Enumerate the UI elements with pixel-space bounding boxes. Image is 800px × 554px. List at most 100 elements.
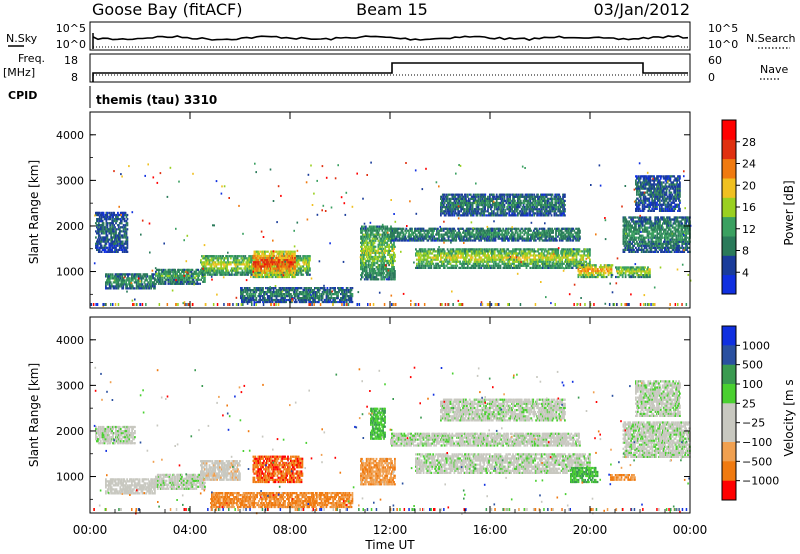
range-cell bbox=[479, 237, 481, 240]
range-cell bbox=[470, 231, 473, 234]
range-cell bbox=[283, 297, 286, 300]
range-cell bbox=[422, 256, 425, 259]
range-cell bbox=[300, 287, 303, 290]
range-cell bbox=[495, 258, 498, 261]
range-cell bbox=[292, 271, 295, 274]
range-cell bbox=[471, 231, 474, 234]
range-cell bbox=[291, 252, 293, 255]
range-cell bbox=[114, 234, 116, 237]
range-cell bbox=[558, 237, 561, 240]
range-cell bbox=[372, 264, 375, 267]
range-cell bbox=[227, 255, 229, 258]
range-cell bbox=[394, 274, 396, 277]
range-cell bbox=[114, 248, 116, 251]
range-cell bbox=[377, 264, 380, 267]
range-cell bbox=[388, 237, 390, 240]
range-cell bbox=[184, 274, 187, 277]
range-cell bbox=[345, 298, 348, 302]
range-cell bbox=[479, 227, 481, 230]
nsearch-label: N.Search bbox=[746, 32, 796, 45]
range-cell bbox=[387, 245, 389, 248]
range-cell bbox=[479, 235, 481, 238]
range-cell bbox=[293, 291, 296, 294]
range-cell bbox=[427, 233, 430, 236]
range-cell bbox=[377, 239, 380, 242]
range-cell bbox=[418, 260, 421, 263]
range-cell bbox=[393, 231, 396, 234]
range-cell bbox=[443, 254, 446, 257]
range-cell bbox=[330, 295, 333, 298]
range-cell bbox=[211, 273, 214, 276]
range-cell bbox=[118, 236, 121, 239]
range-cell bbox=[424, 235, 427, 238]
range-cell bbox=[112, 222, 114, 225]
range-cell bbox=[201, 269, 204, 272]
range-cell bbox=[210, 269, 213, 272]
range-cell bbox=[376, 251, 379, 254]
range-cell bbox=[462, 227, 464, 230]
range-cell bbox=[274, 269, 277, 272]
range-cell bbox=[268, 297, 271, 300]
range-cell bbox=[448, 231, 451, 234]
range-cell bbox=[471, 239, 474, 242]
range-cell bbox=[116, 273, 119, 276]
range-cell bbox=[349, 287, 352, 290]
range-cell bbox=[560, 231, 563, 234]
range-cell bbox=[512, 233, 515, 236]
range-cell bbox=[464, 252, 466, 255]
range-cell bbox=[292, 265, 294, 268]
range-cell bbox=[152, 285, 154, 288]
range-cell bbox=[269, 293, 272, 296]
range-cell bbox=[565, 229, 568, 232]
range-cell bbox=[440, 254, 442, 257]
range-cell bbox=[121, 226, 124, 229]
range-cell bbox=[249, 269, 251, 272]
range-cell bbox=[475, 227, 478, 230]
range-cell bbox=[126, 285, 128, 288]
range-cell bbox=[369, 274, 372, 277]
range-cell bbox=[197, 272, 200, 275]
range-cell bbox=[427, 250, 430, 253]
range-cell bbox=[184, 280, 187, 283]
range-cell bbox=[112, 220, 114, 223]
range-cell bbox=[204, 271, 207, 274]
range-cell bbox=[364, 227, 367, 230]
range-cell bbox=[449, 227, 452, 230]
range-cell bbox=[505, 258, 508, 261]
range-cell bbox=[383, 259, 386, 263]
range-cell bbox=[316, 295, 319, 298]
range-cell bbox=[194, 276, 197, 279]
range-cell bbox=[388, 251, 390, 254]
range-cell bbox=[251, 259, 253, 262]
range-cell bbox=[341, 289, 344, 292]
range-cell bbox=[295, 261, 298, 264]
range-cell bbox=[150, 287, 152, 290]
range-cell bbox=[422, 239, 425, 242]
range-cell bbox=[465, 266, 467, 269]
range-cell bbox=[512, 252, 514, 255]
range-cell bbox=[452, 258, 455, 261]
range-cell bbox=[307, 273, 309, 276]
range-cell bbox=[387, 249, 389, 252]
range-cell bbox=[112, 213, 114, 217]
range-cell bbox=[112, 215, 114, 219]
range-cell bbox=[282, 263, 285, 266]
range-cell bbox=[250, 298, 253, 302]
range-cell bbox=[507, 252, 510, 255]
range-cell bbox=[413, 237, 415, 240]
range-cell bbox=[373, 264, 376, 267]
range-cell bbox=[409, 235, 411, 238]
range-cell bbox=[369, 241, 372, 244]
range-cell bbox=[98, 211, 101, 214]
range-cell bbox=[102, 211, 105, 214]
range-cell bbox=[285, 291, 287, 294]
range-cell bbox=[377, 233, 380, 236]
range-cell bbox=[536, 237, 539, 240]
range-cell bbox=[518, 252, 521, 255]
range-cell bbox=[105, 283, 107, 286]
range-cell bbox=[255, 254, 258, 257]
range-cell bbox=[388, 253, 390, 256]
range-cell bbox=[415, 235, 418, 238]
range-cell bbox=[374, 255, 377, 259]
range-cell bbox=[283, 300, 286, 304]
